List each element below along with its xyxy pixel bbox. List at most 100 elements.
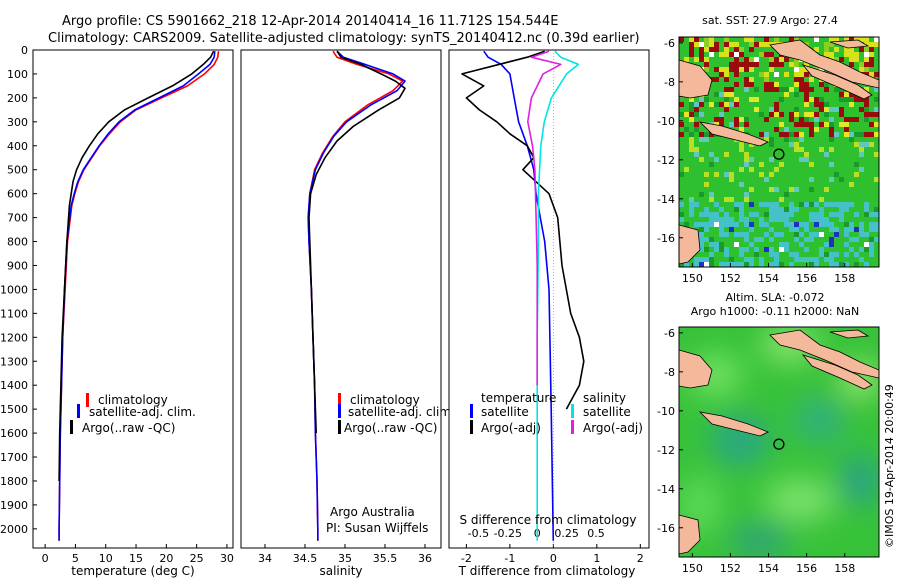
lat-tick-label: -8 bbox=[664, 76, 675, 89]
series-line-argo-adj- bbox=[526, 50, 562, 386]
salinity-panel: 34 34.5 35 35.5 36 salinity climatology sate… bbox=[240, 49, 455, 578]
x-tick-label: 10 bbox=[99, 552, 113, 565]
depth-axis: 0 100 200 300 400 500 600 700 800 900 1000 1100 1200… bbox=[0, 44, 37, 536]
sla-map: Altim. SLA: -0.072 Argo h1000: -0.11 h20… bbox=[657, 291, 880, 575]
series-line-satellite bbox=[483, 50, 555, 541]
series-line-argo-raw-qc- bbox=[308, 50, 406, 434]
lat-tick-label: -8 bbox=[664, 366, 675, 379]
land-new-britain bbox=[769, 329, 879, 379]
x-tick-label: 36 bbox=[418, 552, 432, 565]
depth-tick-label: 1300 bbox=[0, 355, 28, 368]
legend-swatch-argo bbox=[338, 420, 341, 434]
depth-tick-label: 900 bbox=[7, 259, 28, 272]
depth-tick-label: 1500 bbox=[0, 403, 28, 416]
legend-swatch-climatology bbox=[338, 393, 341, 407]
legend-label-t-argo: Argo(-adj) bbox=[481, 421, 541, 435]
difference-series bbox=[461, 50, 585, 548]
salinity-x-label: salinity bbox=[319, 564, 362, 578]
lon-tick-label: 156 bbox=[796, 562, 817, 575]
lon-tick-label: 156 bbox=[796, 272, 817, 285]
land-new-ireland bbox=[829, 329, 870, 339]
sst-map-axes: 150 152 154 156 158 -6 -8 -10 -12 -14 -16 bbox=[657, 37, 855, 285]
lat-tick-label: -14 bbox=[657, 193, 675, 206]
legend-header-salinity: salinity bbox=[583, 391, 626, 405]
land-png bbox=[679, 59, 713, 99]
lat-tick-label: -16 bbox=[657, 522, 675, 535]
annotation-argo-australia: Argo Australia bbox=[330, 505, 415, 519]
temperature-axes-frame bbox=[32, 49, 234, 549]
x-tick-label: 30 bbox=[220, 552, 234, 565]
land-bougainville bbox=[801, 354, 873, 390]
legend-label-argo: Argo(..raw -QC) bbox=[82, 421, 175, 435]
temperature-panel: 0100200300400500600700800900100011001200… bbox=[0, 44, 234, 578]
lat-tick-label: -12 bbox=[657, 444, 675, 457]
sst-land bbox=[679, 39, 879, 265]
land-bougainville bbox=[801, 64, 873, 100]
land-new-ireland bbox=[829, 39, 870, 49]
x-tick-label: 25 bbox=[190, 552, 204, 565]
difference-s-label: S difference from climatology bbox=[460, 513, 637, 527]
legend-swatch-satellite bbox=[77, 404, 80, 418]
x-tick-label: 35.5 bbox=[373, 552, 398, 565]
x-tick-label: 34.5 bbox=[293, 552, 318, 565]
sla-float-marker bbox=[773, 438, 785, 450]
annotation-pi: PI: Susan Wijffels bbox=[326, 521, 428, 535]
land-louisiades bbox=[698, 121, 769, 147]
salinity-axes-frame bbox=[240, 49, 442, 549]
sst-map-title: sat. SST: 27.9 Argo: 27.4 bbox=[702, 14, 838, 27]
x-tick-label: 2 bbox=[637, 552, 644, 565]
depth-tick-label: 2000 bbox=[0, 523, 28, 536]
x-tick-label: 0 bbox=[42, 552, 49, 565]
header-line1: Argo profile: CS 5901662_218 12-Apr-2014… bbox=[62, 14, 558, 29]
x-tick-label: -2 bbox=[461, 552, 472, 565]
depth-tick-label: 200 bbox=[7, 92, 28, 105]
s-tick-label: 0.5 bbox=[587, 527, 605, 540]
legend-swatch-t-argo bbox=[470, 420, 473, 434]
x-tick-label: 1 bbox=[593, 552, 600, 565]
temperature-series bbox=[58, 50, 220, 541]
legend-swatch-s-satellite bbox=[571, 404, 574, 418]
depth-tick-label: 1600 bbox=[0, 427, 28, 440]
legend-swatch-argo bbox=[70, 420, 73, 434]
depth-tick-label: 100 bbox=[7, 68, 28, 81]
s-tick-label: -0.25 bbox=[494, 527, 522, 540]
x-tick-label: 5 bbox=[72, 552, 79, 565]
lon-tick-label: 150 bbox=[682, 272, 703, 285]
x-tick-label: 0 bbox=[550, 552, 557, 565]
legend-label-t-satellite: satellite bbox=[481, 405, 529, 419]
legend-swatch-satellite bbox=[338, 404, 341, 418]
difference-legend: temperature salinity satellite Argo(-adj… bbox=[470, 391, 643, 435]
lon-tick-label: 158 bbox=[834, 562, 855, 575]
legend-swatch-climatology bbox=[86, 393, 89, 407]
s-tick-label: 0.25 bbox=[554, 527, 579, 540]
lat-tick-label: -12 bbox=[657, 154, 675, 167]
depth-tick-label: 1100 bbox=[0, 307, 28, 320]
lat-tick-label: -14 bbox=[657, 483, 675, 496]
depth-tick-label: 400 bbox=[7, 140, 28, 153]
sla-land bbox=[679, 329, 879, 555]
sst-map-frame bbox=[678, 36, 880, 268]
depth-tick-label: 1700 bbox=[0, 451, 28, 464]
header-line2: Climatology: CARS2009. Satellite-adjuste… bbox=[48, 31, 640, 46]
depth-tick-label: 1200 bbox=[0, 331, 28, 344]
legend-label-s-satellite: satellite bbox=[583, 405, 631, 419]
x-tick-label: 35 bbox=[338, 552, 352, 565]
s-tick-label: -0.5 bbox=[468, 527, 489, 540]
legend-label-climatology: climatology bbox=[98, 393, 168, 407]
lon-tick-label: 154 bbox=[758, 272, 779, 285]
lat-tick-label: -10 bbox=[657, 405, 675, 418]
lon-tick-label: 150 bbox=[682, 562, 703, 575]
lon-tick-label: 154 bbox=[758, 562, 779, 575]
sla-map-subtitle: Argo h1000: -0.11 h2000: NaN bbox=[691, 305, 860, 318]
lon-tick-label: 152 bbox=[720, 562, 741, 575]
temperature-legend: climatology satellite-adj. clim. Argo(..… bbox=[70, 393, 196, 435]
sst-float-marker bbox=[773, 148, 785, 160]
land-cape-york bbox=[679, 224, 701, 265]
series-line-argo-adj- bbox=[461, 50, 585, 410]
legend-label-s-argo: Argo(-adj) bbox=[583, 421, 643, 435]
imos-credit: ©IMOS 19-Apr-2014 20:00:49 bbox=[883, 384, 896, 548]
sla-map-frame bbox=[678, 326, 880, 558]
series-line-argo-raw-qc- bbox=[58, 50, 215, 482]
x-tick-label: -1 bbox=[504, 552, 515, 565]
land-cape-york bbox=[679, 514, 701, 555]
